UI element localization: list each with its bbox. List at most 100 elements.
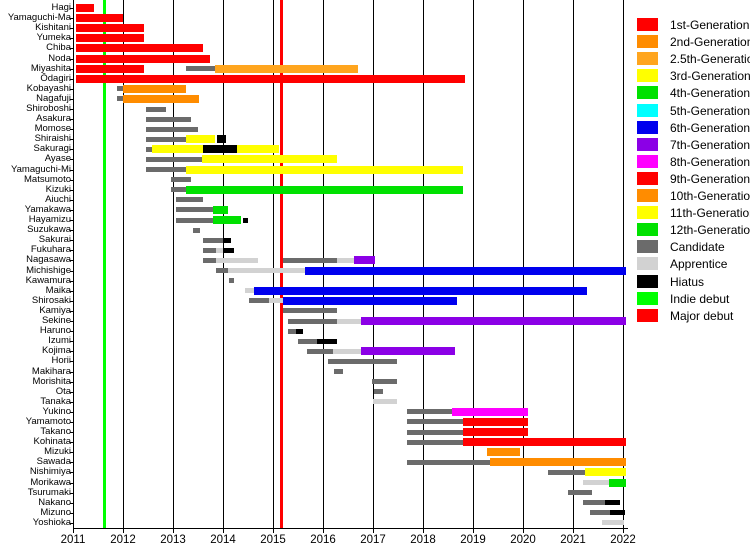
legend-swatch (637, 120, 658, 134)
legend-item: 1st-Generation (637, 17, 749, 34)
member-label: Maika (45, 285, 71, 296)
y-axis-tick (70, 180, 73, 181)
x-axis-year-label: 2013 (160, 534, 186, 546)
legend-swatch (637, 308, 658, 322)
timeline-segment (228, 268, 305, 273)
timeline-segment (610, 510, 625, 515)
timeline-segment (203, 238, 223, 243)
legend-item: 6th-Generation (637, 120, 750, 137)
legend-label: 4th-Generation (670, 86, 750, 101)
timeline-segment (75, 24, 144, 32)
timeline-segment (374, 389, 383, 394)
member-label: Kohinata (33, 436, 71, 447)
member-label: Suzukawa (27, 224, 71, 235)
timeline-segment (186, 66, 215, 71)
timeline-segment (75, 44, 203, 52)
member-label: Yamakawa (24, 204, 71, 215)
timeline-segment (223, 248, 234, 253)
timeline-segment (123, 85, 186, 93)
y-axis-tick (70, 341, 73, 342)
y-axis-tick (70, 59, 73, 60)
timeline-segment (463, 418, 528, 426)
timeline-segment (215, 65, 358, 73)
y-axis-tick (70, 301, 73, 302)
x-axis-tick (523, 528, 524, 533)
member-label: Yamamoto (25, 416, 71, 427)
legend-label: Indie debut (670, 291, 730, 306)
year-gridline (573, 0, 574, 528)
timeline-segment (176, 207, 213, 212)
legend-swatch (637, 223, 658, 237)
timeline-segment (223, 238, 231, 243)
member-label: Kizuki (45, 184, 71, 195)
member-label: Hagi (51, 2, 71, 13)
timeline-segment (202, 155, 337, 163)
timeline-segment (75, 4, 94, 12)
y-axis-tick (70, 200, 73, 201)
member-label: Morikawa (30, 477, 71, 488)
x-axis-tick (323, 528, 324, 533)
y-axis-tick (70, 422, 73, 423)
legend-label: 12th-Generation (670, 223, 750, 238)
member-label: Izumi (48, 335, 71, 346)
member-label: Kobayashi (26, 83, 71, 94)
timeline-segment (229, 278, 234, 283)
timeline-segment (602, 520, 624, 525)
legend-item: 2.5th-Generation (637, 51, 750, 68)
legend-item: Apprentice (637, 256, 747, 273)
timeline-segment (585, 468, 626, 476)
legend-item: 11th-Generation (637, 205, 750, 222)
y-axis-tick (70, 503, 73, 504)
timeline-segment (373, 399, 397, 404)
member-label: Noda (48, 53, 71, 64)
timeline-segment (452, 408, 528, 416)
member-label: Matsumoto (24, 174, 71, 185)
member-label: Kamiya (39, 305, 71, 316)
timeline-segment (463, 428, 528, 436)
member-label: Nagasawa (26, 254, 71, 265)
timeline-segment (361, 347, 455, 355)
legend-label: Hiatus (670, 274, 705, 289)
legend-label: 10th-Generation (670, 189, 750, 203)
timeline-segment (146, 127, 198, 132)
y-axis-tick (70, 230, 73, 231)
x-axis-tick (73, 528, 74, 533)
member-label: Sekine (41, 315, 71, 326)
member-label: Ayase (44, 153, 71, 164)
timeline-segment (317, 339, 337, 344)
member-label: Tanaka (40, 396, 71, 407)
member-label: Yoshioka (32, 517, 71, 528)
timeline-segment (609, 479, 626, 487)
y-axis-tick (70, 321, 73, 322)
timeline-segment (217, 135, 226, 143)
legend-label: Major debut (670, 308, 734, 323)
timeline-segment (407, 460, 490, 465)
member-label: Kishitani (35, 22, 71, 33)
member-label: Fukuhara (30, 244, 71, 255)
x-axis-year-label: 2015 (260, 534, 286, 546)
member-label: Yumeka (36, 32, 71, 43)
year-gridline (473, 0, 474, 528)
y-axis-tick (70, 513, 73, 514)
y-axis-tick (70, 109, 73, 110)
y-axis-tick (70, 442, 73, 443)
x-axis-tick (223, 528, 224, 533)
legend-label: 9th-Generation (670, 171, 750, 186)
timeline-segment (146, 107, 166, 112)
timeline-segment (269, 298, 283, 303)
x-axis-year-label: 2018 (410, 534, 436, 546)
timeline-segment (283, 297, 457, 305)
timeline-segment (186, 166, 463, 174)
legend-swatch (637, 189, 658, 202)
timeline-segment (171, 177, 191, 182)
timeline-segment (354, 256, 375, 264)
member-label: Tsurumaki (27, 487, 71, 498)
member-label: Shiraishi (34, 133, 71, 144)
y-axis-tick (70, 412, 73, 413)
x-axis-tick (273, 528, 274, 533)
legend-swatch (637, 257, 658, 271)
legend-swatch (637, 103, 658, 117)
y-axis-tick (70, 361, 73, 362)
member-label: Shiroboshi (26, 103, 71, 114)
timeline-segment (75, 75, 465, 83)
